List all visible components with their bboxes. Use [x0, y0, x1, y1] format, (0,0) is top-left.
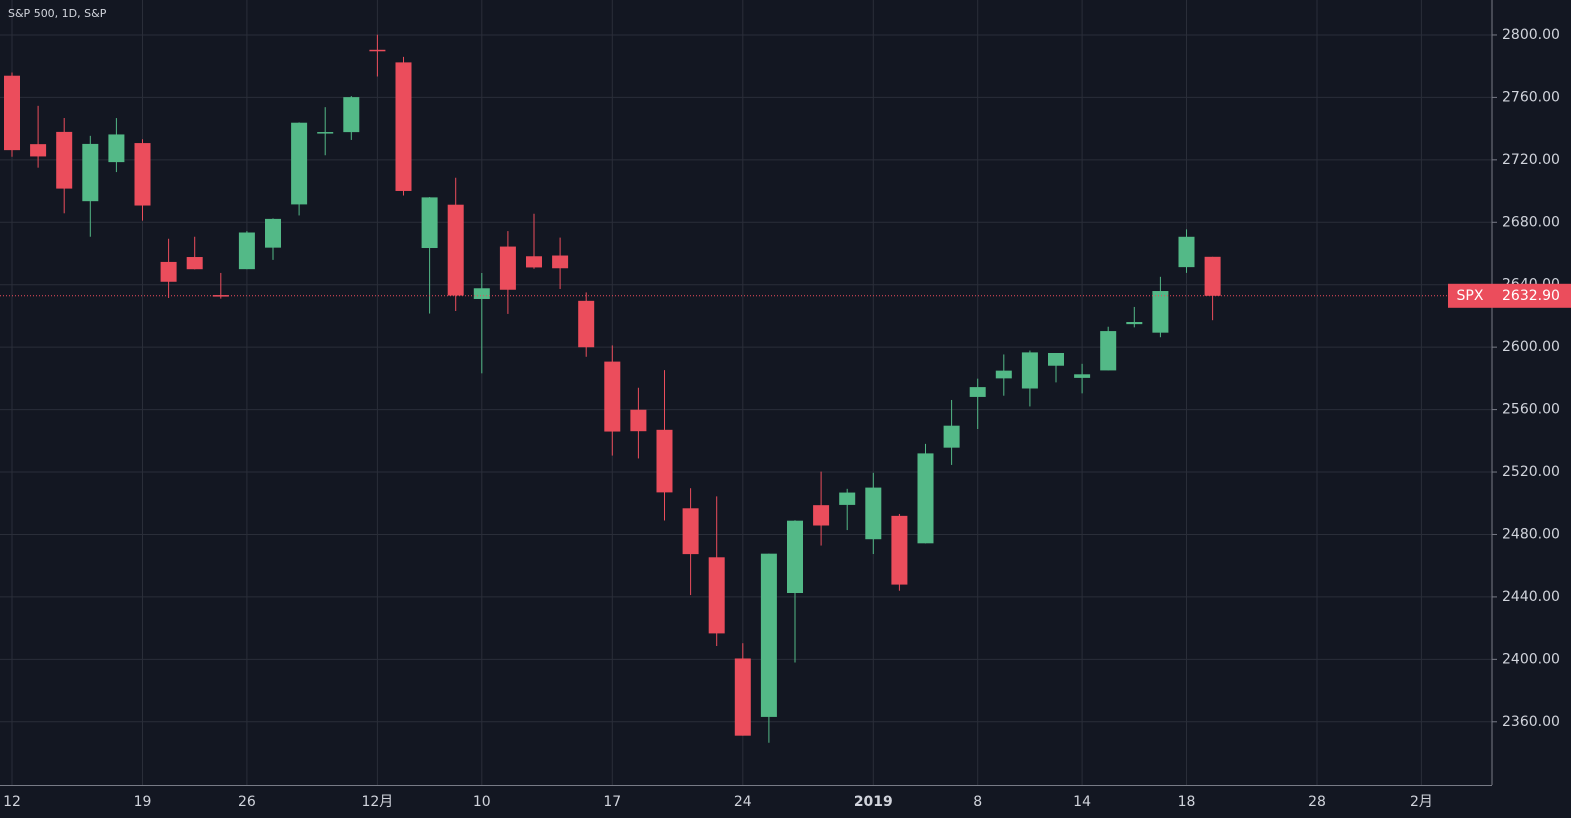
- candle-body: [1021, 352, 1038, 389]
- candle-body: [1100, 331, 1117, 371]
- axes: 2360.00 2400.00 2440.00 2480.00 2520.00 2560.…: [3, 27, 1571, 810]
- candle-body: [865, 487, 882, 540]
- y-tick-label: 2360.00: [1502, 714, 1560, 730]
- candle-body: [943, 425, 960, 448]
- x-tick-label: 28: [1308, 794, 1326, 810]
- y-tick-label: 2440.00: [1502, 589, 1560, 605]
- candle-body: [1152, 291, 1169, 333]
- x-tick-label: 26: [238, 794, 256, 810]
- candle-body: [343, 97, 360, 133]
- candle-body: [760, 553, 777, 717]
- candle-body: [56, 131, 73, 189]
- x-tick-label: 12: [3, 794, 21, 810]
- chart-title: S&P 500, 1D, S&P: [8, 7, 107, 20]
- candle-body: [917, 453, 934, 544]
- candle-body: [499, 246, 516, 290]
- y-tick-label: 2800.00: [1502, 27, 1560, 43]
- candle-body: [212, 295, 229, 297]
- candle-body: [682, 508, 699, 555]
- candle-body: [813, 505, 830, 526]
- candle-body: [1178, 236, 1195, 268]
- last-price-label: 2632.90: [1502, 288, 1560, 304]
- x-tick-label: 8: [973, 794, 982, 810]
- y-tick-label: 2520.00: [1502, 464, 1560, 480]
- y-tick-label: 2720.00: [1502, 152, 1560, 168]
- candle-body: [160, 261, 177, 282]
- candle-body: [578, 300, 595, 348]
- x-tick-label: 24: [734, 794, 752, 810]
- y-tick-label: 2400.00: [1502, 651, 1560, 667]
- y-tick-label: 2560.00: [1502, 402, 1560, 418]
- y-tick-label: 2680.00: [1502, 214, 1560, 230]
- candle-body: [708, 557, 725, 634]
- y-tick-label: 2760.00: [1502, 89, 1560, 105]
- candle-body: [421, 197, 438, 249]
- candle-body: [265, 218, 281, 248]
- x-tick-label: 14: [1073, 794, 1091, 810]
- candle-body: [30, 144, 47, 157]
- candle-body: [82, 143, 99, 202]
- candle-body: [787, 520, 803, 594]
- candle-body: [1204, 256, 1221, 296]
- candle-body: [1126, 322, 1143, 325]
- y-tick-label: 2480.00: [1502, 526, 1560, 542]
- candle-body: [317, 132, 334, 134]
- candle-body: [839, 492, 856, 505]
- candle-body: [969, 387, 986, 397]
- candle-body: [4, 75, 20, 151]
- x-tick-label: 19: [134, 794, 152, 810]
- candle-body: [604, 361, 621, 432]
- candle-body: [369, 49, 386, 52]
- x-tick-label: 17: [603, 794, 621, 810]
- candle-body: [473, 288, 490, 299]
- candle-body: [734, 658, 751, 736]
- x-tick-label: 10: [473, 794, 491, 810]
- x-tick-label: 2月: [1410, 794, 1433, 810]
- x-tick-label: 2019: [854, 794, 893, 810]
- candle-body: [395, 62, 412, 191]
- y-tick-label: 2600.00: [1502, 339, 1560, 355]
- candle-body: [186, 257, 203, 270]
- candle-body: [891, 515, 908, 585]
- candle-body: [238, 232, 255, 270]
- candle-body: [108, 134, 125, 163]
- candles: [0, 34, 1492, 743]
- last-price-symbol: SPX: [1457, 288, 1484, 304]
- candle-body: [552, 255, 569, 269]
- candle-body: [1074, 374, 1091, 378]
- last-price-tag: [1448, 283, 1571, 308]
- candle-body: [656, 429, 673, 493]
- x-tick-label: 18: [1178, 794, 1196, 810]
- candle-body: [526, 256, 542, 268]
- candle-body: [630, 409, 647, 432]
- candle-body: [447, 204, 464, 296]
- candle-body: [995, 370, 1012, 379]
- candle-body: [291, 122, 308, 205]
- x-tick-label: 12月: [361, 794, 393, 810]
- candle-body: [1048, 352, 1064, 366]
- candle-body: [134, 143, 151, 206]
